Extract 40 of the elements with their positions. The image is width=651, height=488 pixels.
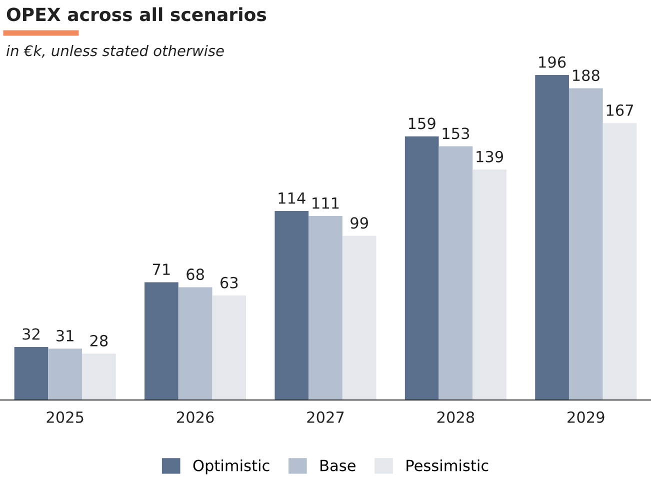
bar bbox=[535, 75, 569, 400]
data-label: 153 bbox=[442, 128, 470, 140]
bar bbox=[144, 282, 178, 400]
legend-label: Optimistic bbox=[193, 459, 270, 474]
data-label: 167 bbox=[606, 104, 634, 116]
data-label: 139 bbox=[476, 150, 504, 162]
data-label: 68 bbox=[186, 268, 204, 280]
data-label: 32 bbox=[22, 328, 40, 340]
data-label: 28 bbox=[90, 334, 108, 346]
bar bbox=[178, 287, 212, 400]
bar bbox=[274, 210, 309, 400]
x-tick-label: 2026 bbox=[176, 411, 214, 423]
bar bbox=[342, 236, 376, 400]
legend-label: Base bbox=[320, 460, 356, 472]
data-label: 99 bbox=[350, 217, 368, 229]
data-label: 111 bbox=[312, 197, 339, 209]
chart-subtitle: in €k, unless stated otherwise bbox=[6, 44, 224, 58]
data-label: 159 bbox=[408, 118, 436, 130]
bar bbox=[404, 136, 439, 400]
data-label: 188 bbox=[572, 70, 600, 82]
bar bbox=[568, 88, 603, 400]
data-label: 63 bbox=[220, 276, 238, 288]
chart-title: OPEX across all scenarios bbox=[6, 7, 266, 22]
legend-label: Pessimistic bbox=[406, 459, 488, 472]
bar bbox=[212, 296, 246, 400]
x-tick-label: 2027 bbox=[307, 411, 344, 423]
bar bbox=[438, 146, 473, 400]
bar bbox=[308, 216, 342, 400]
x-tick-label: 2028 bbox=[437, 411, 474, 423]
x-tick-label: 2029 bbox=[568, 411, 604, 423]
bar bbox=[82, 354, 116, 400]
bar bbox=[48, 348, 82, 400]
data-label: 196 bbox=[539, 56, 566, 68]
bar bbox=[472, 170, 506, 400]
data-label: 71 bbox=[152, 264, 170, 275]
bar bbox=[14, 346, 48, 400]
bar bbox=[602, 123, 637, 400]
data-label: 31 bbox=[56, 330, 74, 342]
x-tick-label: 2025 bbox=[46, 411, 84, 423]
data-label: 114 bbox=[278, 192, 306, 204]
